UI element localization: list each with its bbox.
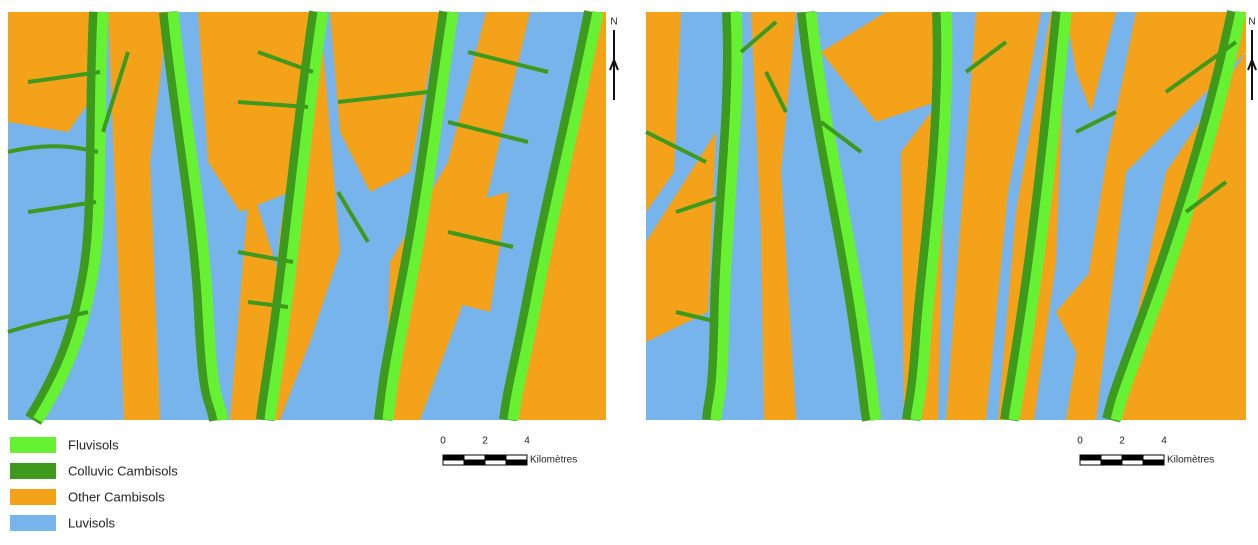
legend-label: Luvisols (68, 515, 115, 530)
scale-segment (1143, 460, 1164, 465)
legend-label: Other Cambisols (68, 489, 165, 504)
scale-segment (506, 460, 527, 465)
scale-segment (443, 455, 464, 460)
scale-tick-label: 2 (482, 436, 488, 447)
scale-segment (1080, 455, 1101, 460)
scale-tick-label: 0 (440, 436, 446, 447)
north-label: N (1248, 17, 1255, 28)
scale-unit: Kilomètres (530, 455, 577, 466)
scale-tick-label: 2 (1119, 436, 1125, 447)
scale-segment (1101, 455, 1122, 460)
legend-label: Fluvisols (68, 437, 119, 452)
legend-swatch (10, 463, 56, 479)
scale-segment (1122, 460, 1143, 465)
scale-segment (485, 455, 506, 460)
scale-tick-label: 4 (1161, 436, 1167, 447)
scale-segment (1101, 460, 1122, 465)
legend-swatch (10, 515, 56, 531)
scale-tick-label: 0 (1077, 436, 1083, 447)
legend: Fluvisols Colluvic Cambisols Other Cambiso… (10, 437, 178, 531)
soil-map-left (8, 12, 606, 420)
scale-segment (464, 455, 485, 460)
legend-swatch (10, 437, 56, 453)
north-label: N (610, 17, 617, 28)
scale-unit: Kilomètres (1167, 455, 1214, 466)
scale-segment (506, 455, 527, 460)
north-arrow (610, 30, 618, 100)
legend-label: Colluvic Cambisols (68, 463, 178, 478)
legend-swatch (10, 489, 56, 505)
scale-segment (1080, 460, 1101, 465)
scale-segment (1122, 455, 1143, 460)
soil-map-right (646, 12, 1246, 420)
page: Fluvisols Colluvic Cambisols Other Cambiso… (0, 0, 1258, 545)
scale-tick-label: 4 (524, 436, 530, 447)
scale-segment (464, 460, 485, 465)
scale-segment (1143, 455, 1164, 460)
scale-segment (443, 460, 464, 465)
north-arrow (1248, 30, 1256, 100)
scale-segment (485, 460, 506, 465)
